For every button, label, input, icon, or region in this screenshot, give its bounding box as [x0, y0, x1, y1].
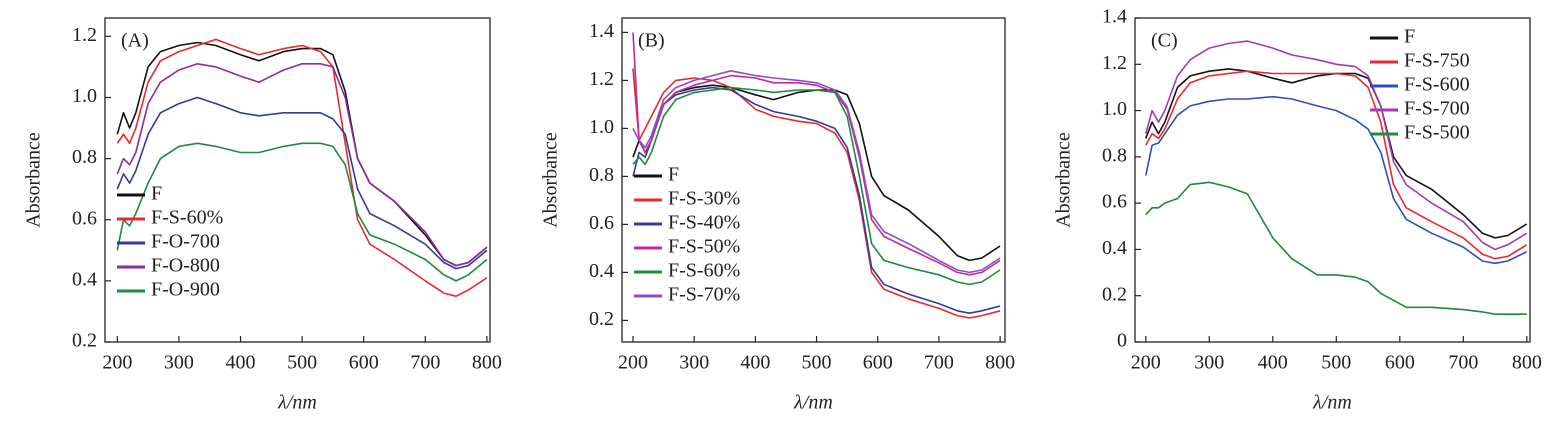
- y-tick-label: 1.2: [72, 24, 97, 46]
- x-axis-label: λ/nm: [1312, 392, 1352, 414]
- x-tick-label: 400: [1258, 352, 1288, 374]
- series-line: [116, 142, 488, 282]
- plot-frame: [104, 17, 491, 343]
- x-tick-label: 800: [985, 352, 1015, 374]
- series-line: [116, 63, 488, 267]
- y-tick-label: 0.8: [1102, 144, 1127, 166]
- legend-label: F: [151, 183, 162, 205]
- series-line: [116, 96, 488, 270]
- x-tick-label: 600: [349, 352, 379, 374]
- y-axis-label: Absorbance: [1053, 132, 1075, 228]
- series-line: [1145, 70, 1528, 260]
- series-line: [632, 86, 1001, 286]
- legend-label: F: [668, 164, 679, 186]
- legend-label: F-S-700: [1404, 98, 1470, 120]
- legend-label: F-O-900: [151, 279, 220, 301]
- y-tick-label: 1.2: [589, 68, 614, 90]
- series-line: [632, 70, 1001, 274]
- series-line: [116, 41, 488, 267]
- x-tick-label: 500: [1321, 352, 1351, 374]
- series-line: [1145, 40, 1528, 251]
- y-tick-label: 1.0: [1102, 98, 1127, 120]
- y-tick-label: 0.4: [1102, 237, 1127, 259]
- plot-frame: [621, 17, 1006, 343]
- x-tick-label: 300: [679, 352, 709, 374]
- series-line: [632, 84, 1001, 262]
- x-tick-label: 200: [618, 352, 648, 374]
- x-tick-label: 800: [1512, 352, 1542, 374]
- x-tick-label: 700: [1448, 352, 1478, 374]
- y-tick-label: 1.0: [72, 85, 97, 107]
- legend-label: F-S-50%: [668, 236, 740, 258]
- y-tick-label: 0.2: [589, 308, 614, 330]
- plot-frame: [1134, 17, 1531, 343]
- y-tick-label: 0.2: [72, 330, 97, 352]
- x-tick-label: 700: [410, 352, 440, 374]
- x-tick-label: 300: [164, 352, 194, 374]
- x-tick-label: 600: [863, 352, 893, 374]
- legend-label: F-S-750: [1404, 50, 1470, 72]
- x-tick-label: 700: [924, 352, 954, 374]
- legend-label: F-S-40%: [668, 212, 740, 234]
- x-axis-label: λ/nm: [277, 392, 317, 414]
- x-tick-label: 300: [1194, 352, 1224, 374]
- y-tick-label: 0.6: [589, 212, 614, 234]
- x-axis-label: λ/nm: [793, 392, 833, 414]
- y-axis-label: Absorbance: [23, 132, 45, 228]
- y-tick-label: 1.0: [589, 116, 614, 138]
- y-tick-label: 0.4: [72, 268, 97, 290]
- x-tick-label: 400: [226, 352, 256, 374]
- y-tick-label: 0: [1117, 330, 1127, 352]
- y-tick-label: 0.8: [72, 146, 97, 168]
- legend-label: F-S-70%: [668, 284, 740, 306]
- legend-label: F-S-600: [1404, 74, 1470, 96]
- y-tick-label: 0.8: [589, 164, 614, 186]
- y-tick-label: 0.2: [1102, 283, 1127, 305]
- series-line: [632, 32, 1001, 276]
- x-tick-label: 200: [1131, 352, 1161, 374]
- y-tick-label: 1.4: [1102, 6, 1127, 28]
- x-tick-label: 600: [1385, 352, 1415, 374]
- y-tick-label: 0.6: [72, 207, 97, 229]
- panel-label: (C): [1151, 30, 1178, 52]
- legend-label: F: [1404, 26, 1415, 48]
- y-tick-label: 0.6: [1102, 191, 1127, 213]
- legend-label: F-S-60%: [151, 207, 223, 229]
- x-tick-label: 500: [802, 352, 832, 374]
- series-line: [632, 68, 1001, 319]
- y-tick-label: 1.4: [589, 20, 614, 42]
- legend-label: F-O-700: [151, 231, 220, 253]
- y-tick-label: 1.2: [1102, 52, 1127, 74]
- y-tick-label: 0.4: [589, 260, 614, 282]
- series-line: [116, 38, 488, 297]
- legend-label: F-S-500: [1404, 122, 1470, 144]
- series-line: [1145, 68, 1528, 239]
- legend-label: F-S-30%: [668, 188, 740, 210]
- series-line: [1145, 181, 1527, 315]
- series-line: [1145, 95, 1528, 265]
- x-tick-label: 200: [102, 352, 132, 374]
- x-tick-label: 800: [472, 352, 502, 374]
- y-axis-label: Absorbance: [540, 132, 562, 228]
- x-tick-label: 400: [740, 352, 770, 374]
- x-tick-label: 500: [287, 352, 317, 374]
- panel-label: (B): [638, 30, 665, 52]
- legend-label: F-O-800: [151, 255, 220, 277]
- legend-label: F-S-60%: [668, 260, 740, 282]
- panel-label: (A): [121, 30, 149, 52]
